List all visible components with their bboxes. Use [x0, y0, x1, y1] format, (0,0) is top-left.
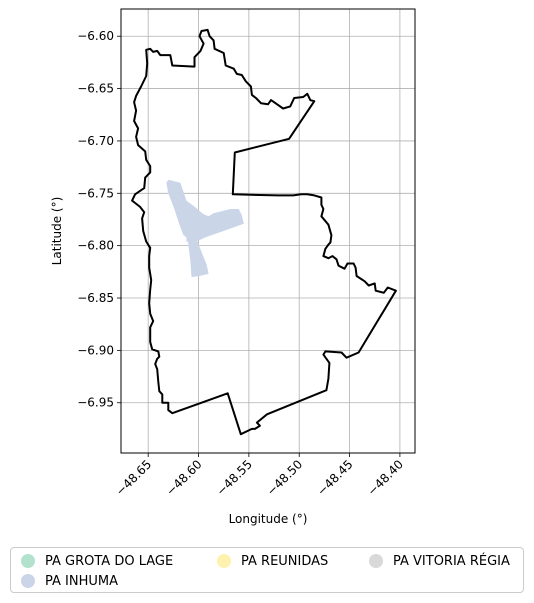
x-axis-label: Longitude (°) — [229, 512, 308, 526]
y-tick-label: −6.95 — [77, 396, 114, 410]
axis-ticks: −48.65 −48.60 −48.55 −48.50 −48.45 −48.40 −6.6… — [77, 29, 406, 498]
y-tick-label: −6.60 — [77, 29, 114, 43]
legend: PA GROTA DO LAGE PA INHUMA PA REUNIDAS P… — [10, 547, 524, 593]
legend-item-pa-vitoria-regia: PA VITORIA RÉGIA — [369, 552, 510, 570]
y-tick-label: −6.65 — [77, 82, 114, 96]
boundary-outline — [131, 28, 397, 436]
y-tick-label: −6.85 — [77, 291, 114, 305]
area-pa-inhuma — [187, 233, 209, 278]
legend-item-pa-reunidas: PA REUNIDAS — [217, 552, 328, 570]
grid — [121, 9, 415, 453]
y-tick-label: −6.80 — [77, 239, 114, 253]
area-pa-inhuma — [166, 179, 244, 243]
legend-marker-icon — [21, 574, 35, 588]
legend-label: PA INHUMA — [45, 573, 118, 589]
area-pa-inhuma — [186, 233, 194, 243]
y-tick-label: −6.90 — [77, 343, 114, 357]
y-tick-label: −6.70 — [77, 134, 114, 148]
plot-area — [120, 8, 416, 454]
legend-label: PA REUNIDAS — [241, 553, 329, 569]
legend-label: PA GROTA DO LAGE — [45, 553, 174, 569]
x-tick-label: −48.60 — [163, 457, 204, 498]
settlement-areas — [166, 179, 244, 278]
legend-item-pa-inhuma: PA INHUMA — [21, 572, 118, 590]
x-tick-label: −48.50 — [264, 457, 305, 498]
x-tick-label: −48.65 — [113, 457, 154, 498]
x-tick-label: −48.55 — [214, 457, 255, 498]
x-tick-label: −48.45 — [314, 457, 355, 498]
legend-label: PA VITORIA RÉGIA — [393, 553, 510, 569]
y-axis-label: Latitude (°) — [50, 197, 64, 266]
y-tick-label: −6.75 — [77, 186, 114, 200]
municipality-boundary — [131, 28, 397, 436]
x-tick-label: −48.40 — [365, 457, 406, 498]
legend-marker-icon — [369, 554, 383, 568]
legend-marker-icon — [217, 554, 231, 568]
legend-item-pa-grota-do-lage: PA GROTA DO LAGE — [21, 552, 173, 570]
legend-marker-icon — [21, 554, 35, 568]
